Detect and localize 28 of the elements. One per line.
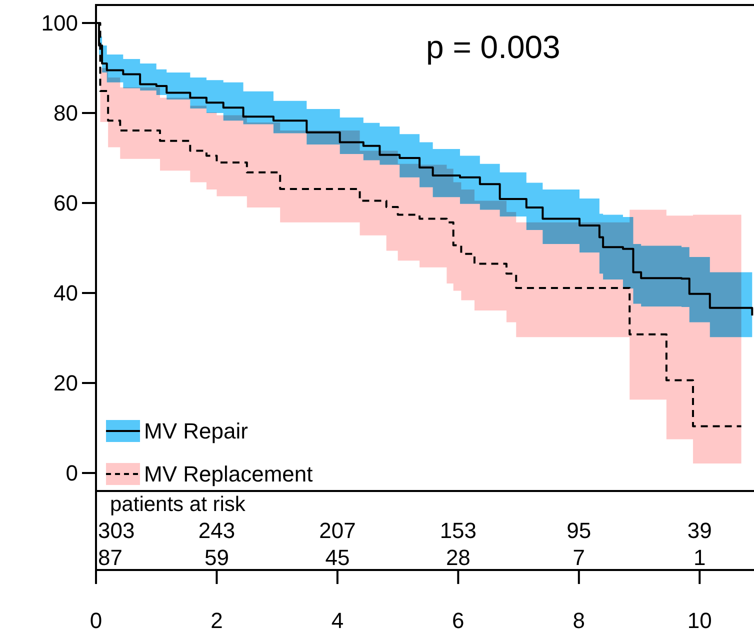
text: 59 <box>204 545 229 570</box>
y-tick-label: 40 <box>54 280 78 306</box>
x-tick-label: 0 <box>90 608 102 633</box>
x-tick-label: 4 <box>331 608 344 633</box>
x-tick-label: 8 <box>572 608 586 633</box>
text: 207 <box>319 518 356 543</box>
legend-label: MV Repair <box>144 418 248 444</box>
text: 303 <box>98 518 135 543</box>
text: 153 <box>440 518 477 543</box>
y-tick-label: 0 <box>66 460 78 486</box>
text: 243 <box>198 518 236 543</box>
legend-label: MV Replacement <box>144 462 313 487</box>
text: 39 <box>687 518 712 543</box>
y-tick-label: 20 <box>54 370 78 396</box>
y-tick-label: 100 <box>41 10 78 36</box>
text: 45 <box>325 545 350 570</box>
text: 95 <box>566 518 592 543</box>
x-tick-label: 2 <box>210 608 223 633</box>
y-tick-label: 60 <box>54 190 78 216</box>
text: 87 <box>98 545 122 570</box>
text: 1 <box>694 545 706 570</box>
x-tick-label: 10 <box>687 608 712 633</box>
text: 28 <box>446 545 470 570</box>
x-tick-label: 6 <box>452 608 464 633</box>
annotation: p = 0.003 <box>426 29 560 65</box>
text: 7 <box>572 545 586 570</box>
text: patients at risk <box>110 493 246 516</box>
y-tick-label: 80 <box>54 100 78 126</box>
